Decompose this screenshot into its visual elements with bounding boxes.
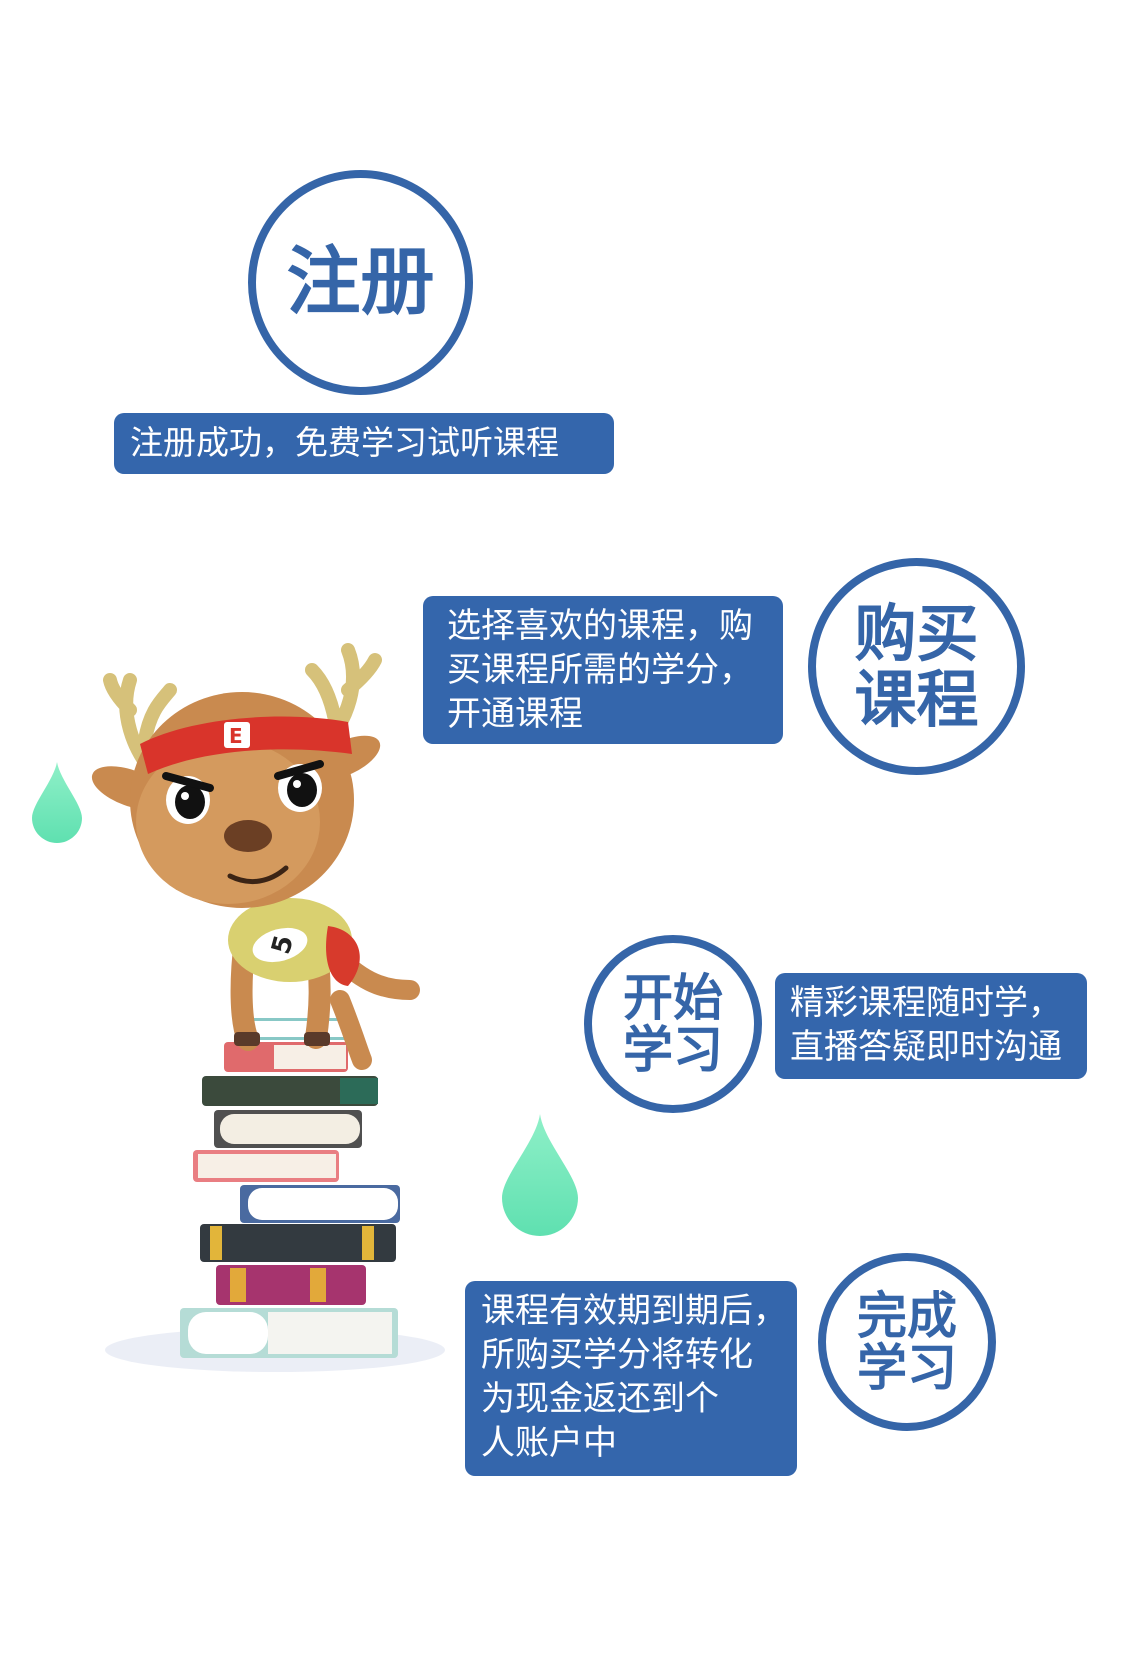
step-buy-desc: 选择喜欢的课程，购 买课程所需的学分， 开通课程 — [423, 596, 783, 744]
water-drop-icon — [32, 762, 82, 843]
step-buy-circle: 购买 课程 — [808, 558, 1025, 775]
books-stack — [180, 1018, 400, 1358]
step-finish-circle: 完成 学习 — [818, 1253, 996, 1431]
step-start-desc: 精彩课程随时学， 直播答疑即时沟通 — [775, 973, 1087, 1079]
step-register-desc: 注册成功，免费学习试听课程 — [114, 413, 614, 474]
step-register-title: 注册 — [286, 238, 435, 325]
step-start-circle: 开始 学习 — [584, 935, 762, 1113]
step-register-circle: 注册 — [248, 170, 473, 395]
headband-logo: E — [229, 724, 243, 748]
deer: 5 E — [91, 643, 420, 1070]
step-finish-desc: 课程有效期到期后， 所购买学分将转化 为现金返还到个 人账户中 — [465, 1281, 797, 1476]
deer-mascot-illustration: 5 E — [91, 643, 445, 1372]
water-drop-icon — [502, 1114, 578, 1236]
